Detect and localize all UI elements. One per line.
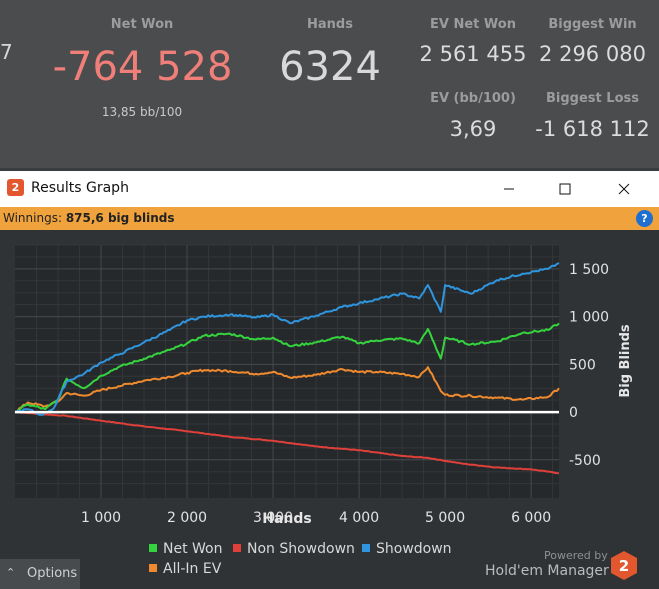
biggest-loss-value: -1 618 112 <box>535 117 650 141</box>
x-tick-label: 5 000 <box>425 510 465 526</box>
legend-swatch <box>362 544 370 552</box>
close-button[interactable] <box>601 171 647 207</box>
brand-name: Hold'em Manager <box>485 563 609 579</box>
options-label: Options <box>27 566 78 581</box>
winnings-bar: Winnings: 875,6 big blinds ? <box>0 207 659 230</box>
powered-by-text: Powered by <box>544 549 608 562</box>
hands-label: Hands <box>307 17 353 32</box>
title-bar[interactable]: 2 Results Graph <box>0 171 659 207</box>
x-tick-label: 3 000 <box>253 510 293 526</box>
biggest-loss-label: Biggest Loss <box>546 91 639 106</box>
help-icon[interactable]: ? <box>636 210 653 227</box>
series-line-net-won <box>14 322 560 414</box>
x-tick-label: 2 000 <box>167 510 207 526</box>
biggest-win-value: 2 296 080 <box>539 42 646 66</box>
stats-edge-digit: 7 <box>0 40 13 64</box>
x-tick-label: 4 000 <box>339 510 379 526</box>
results-graph-window: 2 Results Graph Winnings: 875,6 big blin… <box>0 171 659 589</box>
legend-swatch <box>233 544 241 552</box>
legend-swatch <box>149 544 157 552</box>
legend-label: Net Won <box>163 541 223 557</box>
ev-bb-value: 3,69 <box>449 117 497 141</box>
legend-item-non-showdown[interactable]: Non Showdown <box>233 541 355 557</box>
hands-value: 6324 <box>279 44 381 90</box>
legend-item-all-in-ev[interactable]: All-In EV <box>149 561 221 577</box>
winnings-label: Winnings: <box>3 211 62 225</box>
plot-area <box>15 245 559 498</box>
net-won-value: -764 528 <box>52 44 233 90</box>
winnings-value: 875,6 big blinds <box>65 211 175 225</box>
results-chart: 1 000 2 000 3 000 4 000 5 000 6 000 1 500 1 000… <box>14 244 633 527</box>
y-tick-label: 500 <box>569 357 596 373</box>
biggest-win-label: Biggest Win <box>548 17 637 32</box>
net-won-label: Net Won <box>110 17 174 32</box>
stats-panel: 7 Net Won -764 528 13,85 bb/100 Hands 63… <box>0 0 659 168</box>
ev-net-won-value: 2 561 455 <box>419 42 527 66</box>
x-tick-label: 6 000 <box>511 510 551 526</box>
legend-label: All-In EV <box>163 561 222 577</box>
chevron-up-icon: ⌃ <box>6 566 16 579</box>
y-tick-label: 1 500 <box>569 262 609 278</box>
ev-net-won-label: EV Net Won <box>430 17 516 32</box>
minimize-button[interactable] <box>486 171 532 207</box>
net-won-sub: 13,85 bb/100 <box>101 105 183 119</box>
series-line-all-in-ev <box>14 366 560 414</box>
ev-bb-label: EV (bb/100) <box>430 91 516 106</box>
maximize-icon <box>559 183 571 195</box>
window-title: Results Graph <box>31 180 129 196</box>
y-tick-label: 1 000 <box>569 310 609 326</box>
options-button[interactable]: ⌃ Options <box>0 559 80 589</box>
app-icon: 2 <box>7 179 24 196</box>
series-line-showdown <box>14 262 560 416</box>
close-icon <box>618 183 630 195</box>
minimize-icon <box>504 188 514 190</box>
legend-swatch <box>149 564 157 572</box>
hm-logo-icon: 2 <box>611 551 637 580</box>
x-axis-label: Hands <box>262 511 312 527</box>
winnings-text: Winnings: 875,6 big blinds <box>3 211 175 225</box>
series-line-non-showdown <box>14 411 560 475</box>
legend-item-showdown[interactable]: Showdown <box>362 541 452 557</box>
legend-label: Non Showdown <box>247 541 355 557</box>
x-tick-label: 1 000 <box>81 510 121 526</box>
y-tick-label: -500 <box>569 453 601 469</box>
y-axis-label: Big Blinds <box>618 324 633 398</box>
legend-item-net-won[interactable]: Net Won <box>149 541 223 557</box>
maximize-button[interactable] <box>542 171 588 207</box>
hm-logo-text: 2 <box>619 557 629 575</box>
y-tick-label: 0 <box>569 405 578 421</box>
legend-label: Showdown <box>376 541 452 557</box>
